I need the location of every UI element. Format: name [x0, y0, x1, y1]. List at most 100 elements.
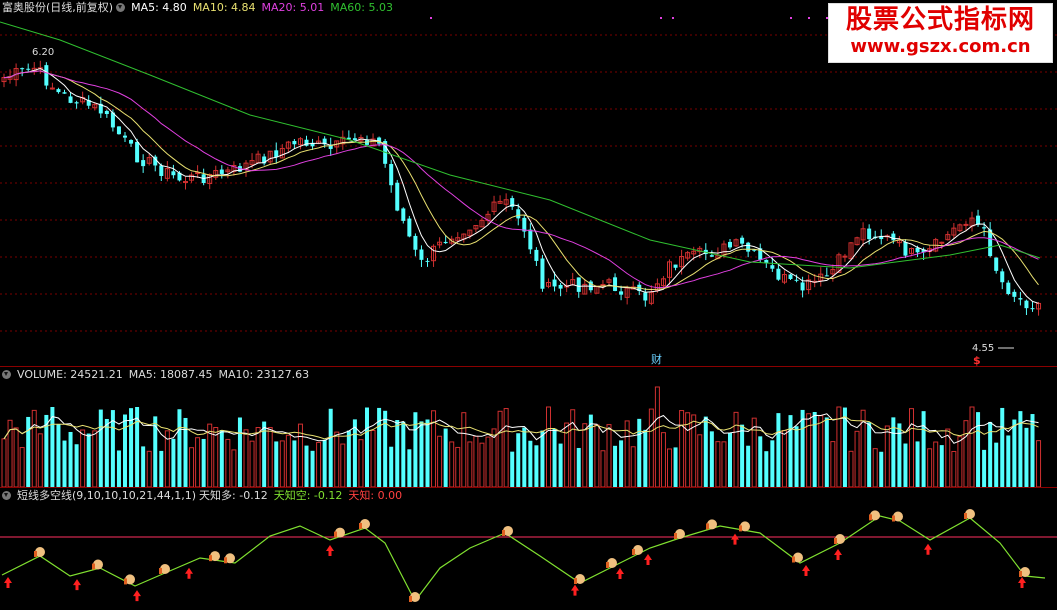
volume-bar: [285, 434, 291, 487]
volume-bar: [201, 438, 206, 487]
hand-cuff: [334, 531, 337, 538]
volume-bar: [497, 410, 503, 487]
volume-bar: [146, 450, 152, 487]
volume-bar: [213, 426, 219, 487]
dividend-tag[interactable]: $: [973, 354, 981, 367]
volume-bar: [933, 441, 939, 487]
signal-dot: [430, 17, 432, 19]
hand-cuff: [834, 538, 837, 544]
volume-bar: [116, 450, 121, 487]
hand-palm: [410, 592, 420, 602]
hand-palm: [210, 551, 220, 562]
candle-body: [479, 219, 485, 228]
volume-panel[interactable]: VOLUME: 24521.21 MA5: 18087.45 MA10: 23127…: [0, 367, 1057, 487]
candle-body: [776, 268, 781, 280]
up-arrow-icon: [924, 543, 932, 555]
indicator-chart[interactable]: [0, 488, 1057, 610]
low-price-label: 4.55: [972, 343, 995, 354]
volume-bar: [225, 438, 231, 487]
ma5-line: [3, 67, 1039, 304]
volume-bar: [982, 449, 987, 487]
ma20-line: [3, 70, 1039, 289]
indicator-panel[interactable]: 短线多空线(9,10,10,10,21,44,1,1) 天知多: -0.12 天知空…: [0, 488, 1057, 610]
candle-body: [1018, 298, 1023, 300]
hand-icon: [739, 521, 750, 532]
hand-palm: [740, 521, 750, 532]
dropdown-icon[interactable]: [2, 370, 11, 379]
volume-bar: [594, 424, 600, 487]
candle-body: [437, 241, 443, 246]
volume-bar: [921, 411, 926, 487]
candle-body: [279, 147, 285, 159]
finance-tag[interactable]: 财: [651, 353, 662, 366]
candle-body: [921, 249, 926, 253]
candle-body: [667, 261, 672, 278]
candle-body: [867, 228, 872, 240]
candlestick-chart[interactable]: [0, 0, 1057, 366]
hand-icon: [834, 534, 845, 544]
candle-body: [74, 102, 79, 104]
stock-name: 富奥股份(日线,前复权): [2, 1, 114, 14]
candle-body: [395, 182, 400, 211]
hand-cuff: [574, 578, 577, 584]
volume-bar: [836, 406, 842, 487]
hand-icon: [359, 519, 370, 529]
volume-bar: [1000, 407, 1005, 487]
candle-body: [534, 249, 539, 261]
volume-bar: [44, 414, 49, 487]
volume-chart[interactable]: [0, 367, 1057, 487]
hand-icon: [574, 574, 585, 584]
volume-bar: [292, 440, 297, 487]
bull-label: 天知多: -0.12: [199, 489, 268, 502]
hand-palm: [225, 553, 235, 564]
candle-body: [528, 229, 533, 250]
volume-bar: [715, 441, 721, 487]
indicator-legend: 短线多空线(9,10,10,10,21,44,1,1) 天知多: -0.12 天知空…: [2, 489, 408, 503]
ma10-label: MA10: 4.84: [192, 1, 256, 14]
candle-body: [842, 255, 848, 258]
up-arrow-icon: [644, 554, 652, 565]
candle-body: [135, 141, 140, 163]
candle-body: [854, 237, 860, 246]
volume-bar: [994, 442, 999, 487]
candle-body: [951, 227, 957, 236]
volume-ma5-label: MA5: 18087.45: [128, 368, 213, 381]
candle-body: [473, 225, 479, 230]
volume-bar: [407, 449, 412, 487]
sky-label: 天知: 0.00: [348, 489, 403, 502]
ma60-label: MA60: 5.03: [330, 1, 393, 14]
candle-body: [619, 291, 624, 295]
volume-bar: [648, 408, 654, 487]
hand-icon: [606, 558, 617, 568]
volume-bar: [183, 417, 188, 487]
volume-bar: [141, 446, 146, 487]
candle-body: [836, 254, 842, 273]
ma20-label: MA20: 5.01: [261, 1, 325, 14]
volume-bar: [195, 437, 201, 487]
volume-bar: [62, 440, 67, 487]
volume-bar: [310, 450, 315, 487]
hand-palm: [835, 534, 845, 544]
up-arrow-icon: [4, 577, 12, 588]
dropdown-icon[interactable]: [2, 491, 11, 500]
volume-bar: [207, 423, 213, 487]
price-panel[interactable]: 富奥股份(日线,前复权) MA5: 4.80 MA10: 4.84 MA20: 5.0…: [0, 0, 1057, 367]
volume-bar: [570, 409, 576, 487]
volume-bar: [50, 407, 55, 487]
volume-bar: [552, 428, 557, 487]
candle-body: [945, 234, 951, 241]
volume-bar: [728, 432, 732, 487]
volume-bar: [231, 449, 237, 487]
volume-bar: [812, 411, 817, 487]
dropdown-icon[interactable]: [116, 3, 126, 12]
volume-bar: [667, 448, 672, 487]
volume-bar: [951, 450, 957, 487]
volume-bar: [243, 429, 249, 487]
hand-cuff: [359, 523, 362, 529]
candle-body: [781, 274, 787, 283]
watermark-title: 股票公式指标网: [845, 5, 1035, 35]
volume-bar: [1018, 411, 1023, 487]
volume-bar: [582, 423, 588, 487]
candle-body: [988, 229, 993, 257]
candle-body: [1030, 308, 1035, 310]
